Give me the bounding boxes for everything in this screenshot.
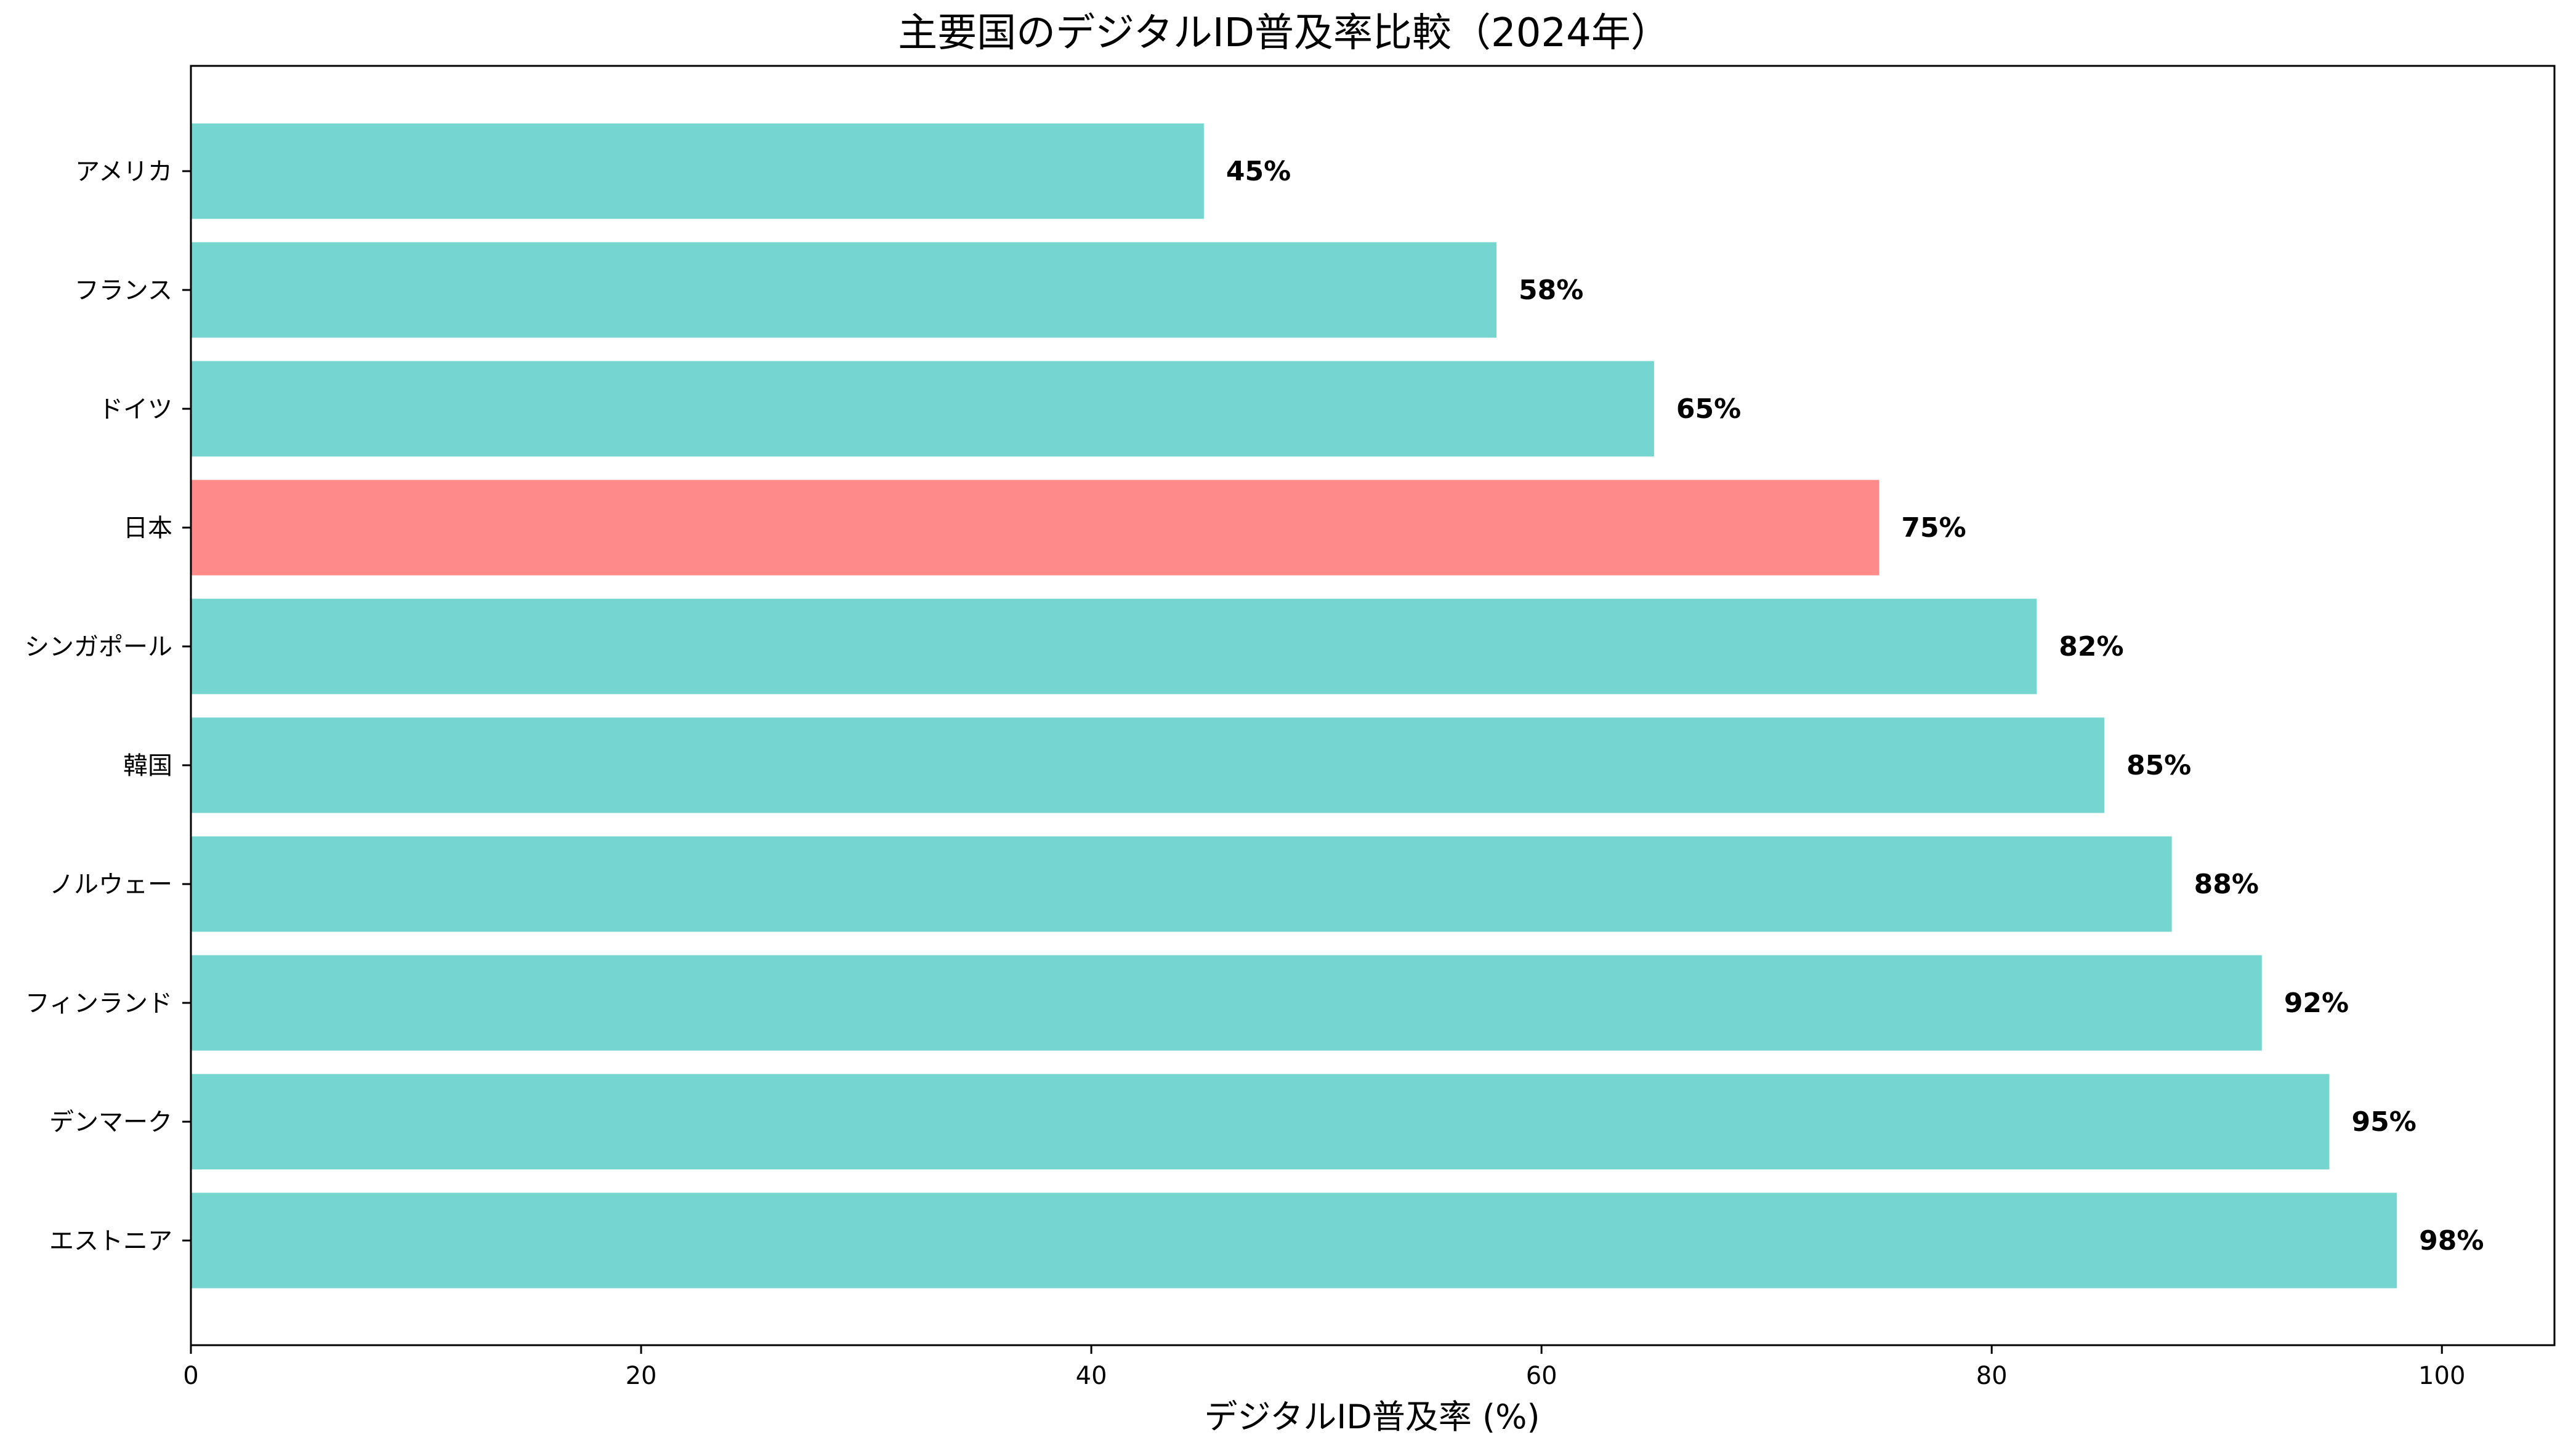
data-label: 75% [1901,512,1966,544]
bar [191,598,2037,694]
bar [191,955,2262,1051]
x-tick-label: 100 [2418,1362,2465,1390]
data-label: 85% [2126,750,2191,781]
data-label: 88% [2194,869,2259,900]
plot-area: 45% アメリカ 58% フランス 65% ドイツ 75% 日本 82% シンガポール 85% 韓国 8… [25,65,2556,1390]
bar [191,717,2104,813]
plot-frame [190,65,2556,1346]
y-tick-label: シンガポール [25,633,172,661]
x-tick-label: 80 [1976,1362,2008,1390]
chart-title: 主要国のデジタルID普及率比較（2024年） [898,10,1670,56]
x-tick-label: 60 [1526,1362,1557,1390]
y-tick-label: ノルウェー [49,871,172,899]
data-label: 82% [2059,631,2123,662]
y-tick-label: フィンランド [25,989,172,1018]
bar [191,836,2172,932]
y-tick-label: 日本 [123,514,172,542]
y-tick-label: エストニア [49,1227,172,1255]
bar [191,242,1497,338]
bar [191,1074,2330,1170]
x-axis-label: デジタルID普及率 (%) [1204,1398,1540,1436]
x-tick-label: 20 [626,1362,657,1390]
y-tick-label: ドイツ [99,395,172,424]
x-tick-label: 0 [183,1362,198,1390]
bar [191,480,1880,576]
y-tick-label: デンマーク [49,1108,172,1136]
data-label: 45% [1226,156,1291,187]
data-label: 95% [2351,1106,2416,1138]
bar [191,123,1204,219]
data-label: 65% [1676,393,1741,425]
data-label: 58% [1519,275,1583,306]
x-tick-label: 40 [1076,1362,1107,1390]
bar [191,1193,2397,1289]
data-label: 98% [2419,1225,2484,1257]
y-tick-label: 韓国 [123,752,172,780]
y-tick-label: アメリカ [75,158,172,186]
bar [191,361,1654,457]
y-tick-label: フランス [75,276,172,305]
data-label: 92% [2284,987,2349,1019]
